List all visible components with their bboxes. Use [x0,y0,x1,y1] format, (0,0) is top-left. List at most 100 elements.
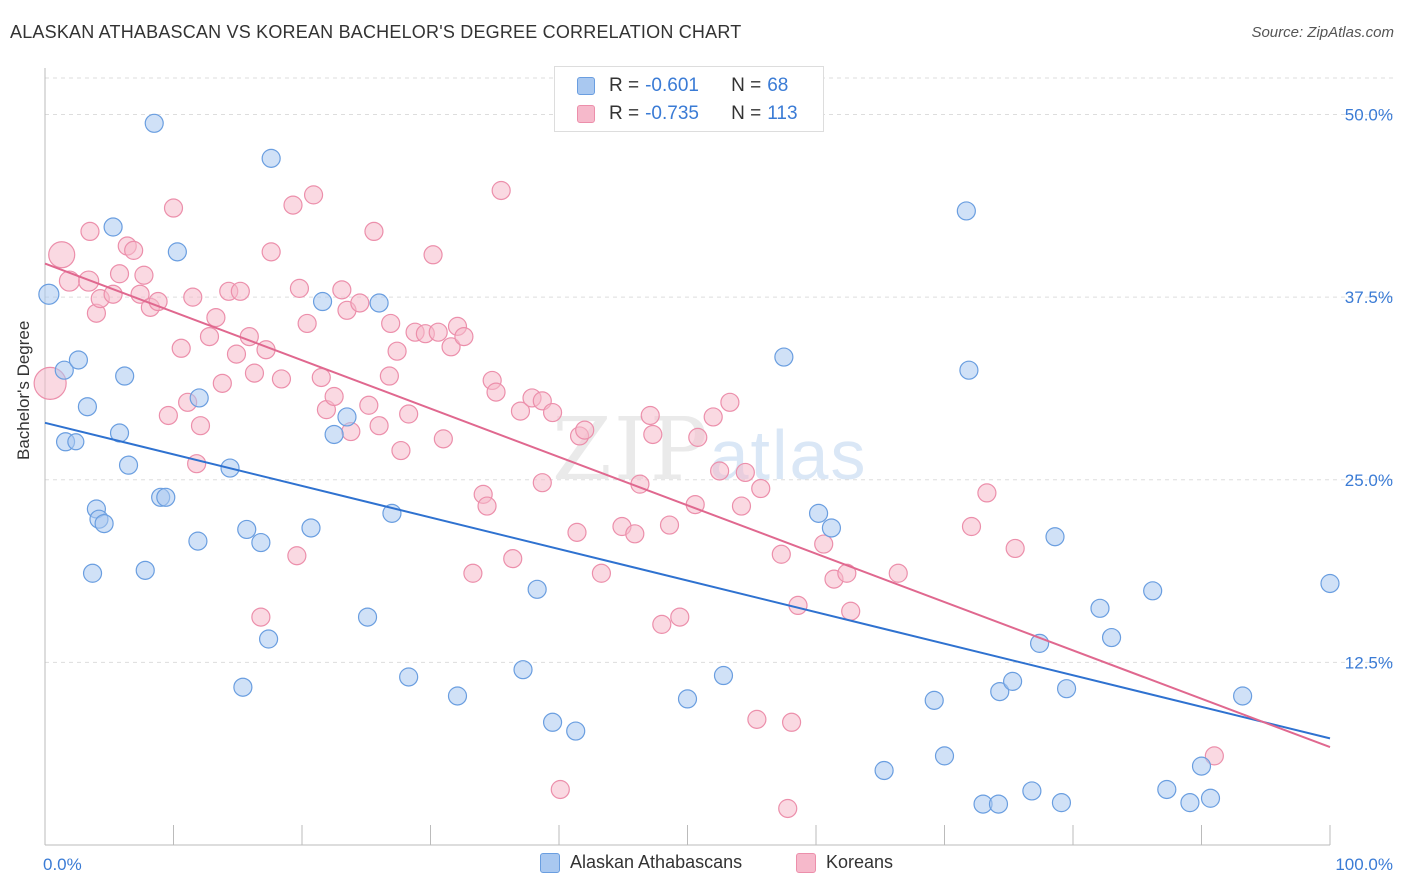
point-korean [283,195,303,215]
legend-r-value: -0.735 [645,103,699,124]
point-athabascan [1143,581,1163,601]
point-korean [171,338,191,358]
trendline-athabascan [44,421,1331,740]
point-athabascan [1191,756,1212,776]
point-korean [778,798,798,819]
point-athabascan [369,293,389,313]
point-athabascan [167,242,187,262]
point-korean [190,416,211,436]
point-korean [391,440,411,461]
point-athabascan [94,513,114,534]
point-korean [48,241,76,269]
point-athabascan [237,519,257,540]
point-korean [78,270,100,292]
point-athabascan [1101,627,1122,648]
point-athabascan [103,217,123,237]
point-athabascan [233,677,253,697]
point-athabascan [713,665,734,686]
point-korean [670,607,690,627]
point-korean [148,291,168,312]
point-korean [158,405,178,426]
point-korean [103,284,123,304]
point-korean [486,382,506,402]
legend-item-koreans[interactable]: Koreans [796,852,893,873]
point-athabascan [808,503,829,523]
point-korean [567,522,587,542]
point-korean [187,454,207,474]
point-korean [183,287,203,307]
point-korean [58,270,81,292]
legend-r-label: R = [609,75,640,96]
point-korean [463,563,483,583]
legend-label-athabascans: Alaskan Athabascans [570,852,743,872]
point-athabascan [118,455,139,475]
point-athabascan [399,667,419,687]
point-korean [477,496,497,516]
point-korean [643,424,663,445]
point-korean [747,709,767,729]
point-korean [710,461,730,481]
point-athabascan [956,201,976,221]
point-athabascan [144,113,164,133]
legend-row-athabascans: R = -0.601 N = 68 [577,74,788,98]
point-athabascan [988,794,1009,814]
point-korean [80,221,100,241]
point-korean [625,524,645,544]
point-athabascan [821,518,842,538]
legend-r-value: -0.601 [645,75,699,96]
point-korean [781,712,802,732]
point-athabascan [566,721,586,741]
point-athabascan [874,760,894,781]
point-korean [428,322,448,342]
point-korean [735,462,755,483]
legend-label-koreans: Koreans [826,852,894,872]
point-korean [387,341,407,361]
point-korean [491,180,511,201]
point-korean [977,483,997,503]
point-korean [206,307,226,328]
point-athabascan [1003,671,1023,691]
point-korean [199,326,220,347]
legend-item-athabascans[interactable]: Alaskan Athabascans [540,852,742,873]
point-korean [134,265,154,285]
point-athabascan [357,607,378,627]
point-athabascan [68,350,89,370]
legend-n-label: N = [731,103,762,124]
point-korean [379,366,399,386]
y-tick-label: 25.0% [1345,471,1393,490]
point-athabascan [258,629,279,649]
point-athabascan [1090,598,1110,618]
point-korean [324,386,344,407]
point-athabascan [337,407,357,427]
point-athabascan [38,283,60,305]
x-tick-label: 0.0% [43,855,82,874]
point-korean [399,404,419,424]
point-athabascan [774,347,794,367]
point-korean [888,563,908,583]
point-athabascan [135,560,155,580]
point-korean [423,245,443,265]
point-athabascan [54,360,74,380]
point-korean [109,264,130,284]
y-tick-label: 12.5% [1345,653,1393,672]
point-korean [961,516,982,537]
point-athabascan [1157,779,1177,800]
point-korean [271,369,292,389]
legend-swatch-pink [796,852,816,873]
point-korean [550,779,570,800]
point-korean [575,420,595,440]
point-korean [130,284,150,304]
point-korean [244,363,265,383]
point-athabascan [156,487,176,507]
point-athabascan [261,148,281,168]
legend-swatch-blue [577,77,595,95]
point-athabascan [677,689,698,709]
legend-row-koreans: R = -0.735 N = 113 [577,102,798,126]
point-korean [510,401,531,421]
point-korean [503,549,523,569]
legend-n-value: 113 [767,103,798,124]
point-korean [212,373,232,393]
point-korean [311,367,331,388]
source-label: Source: ZipAtlas.com [1251,24,1394,41]
watermark-atlas: atlas [709,416,868,494]
